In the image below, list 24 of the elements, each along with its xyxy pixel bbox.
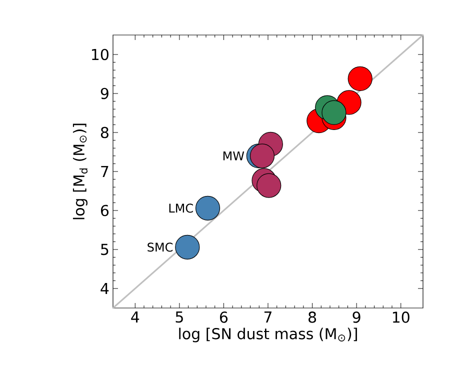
point — [322, 100, 346, 125]
annotation: SMC — [148, 242, 173, 252]
point — [256, 173, 282, 198]
x-tick-label: 8 — [308, 312, 316, 323]
x-tick-label: 10 — [392, 312, 410, 323]
point — [348, 66, 372, 91]
x-tick-label: 6 — [220, 312, 228, 323]
x-tick-label: 5 — [176, 312, 183, 323]
point — [175, 234, 200, 260]
y-tick-label: 9 — [100, 88, 108, 100]
x-tick-label: 7 — [264, 312, 272, 322]
x-axis-title: log [SN dust mass (M$_{⊙}$)] — [179, 328, 357, 342]
annotation: MW — [223, 152, 244, 160]
y-tick-label: 5 — [101, 244, 108, 256]
y-tick-label: 7 — [101, 166, 108, 177]
y-tick-label: 4 — [100, 283, 109, 294]
y-tick-label: 8 — [100, 126, 108, 138]
point — [195, 196, 220, 220]
y-tick-label: 10 — [92, 48, 108, 60]
y-tick-label: 6 — [100, 204, 109, 216]
y-axis-title: log [M$_{d}$ (M$_{⊙}$)] — [72, 124, 88, 220]
x-tick-label: 9 — [352, 312, 360, 323]
x-tick-label: 4 — [131, 312, 140, 322]
annotation: LMC — [169, 204, 193, 213]
